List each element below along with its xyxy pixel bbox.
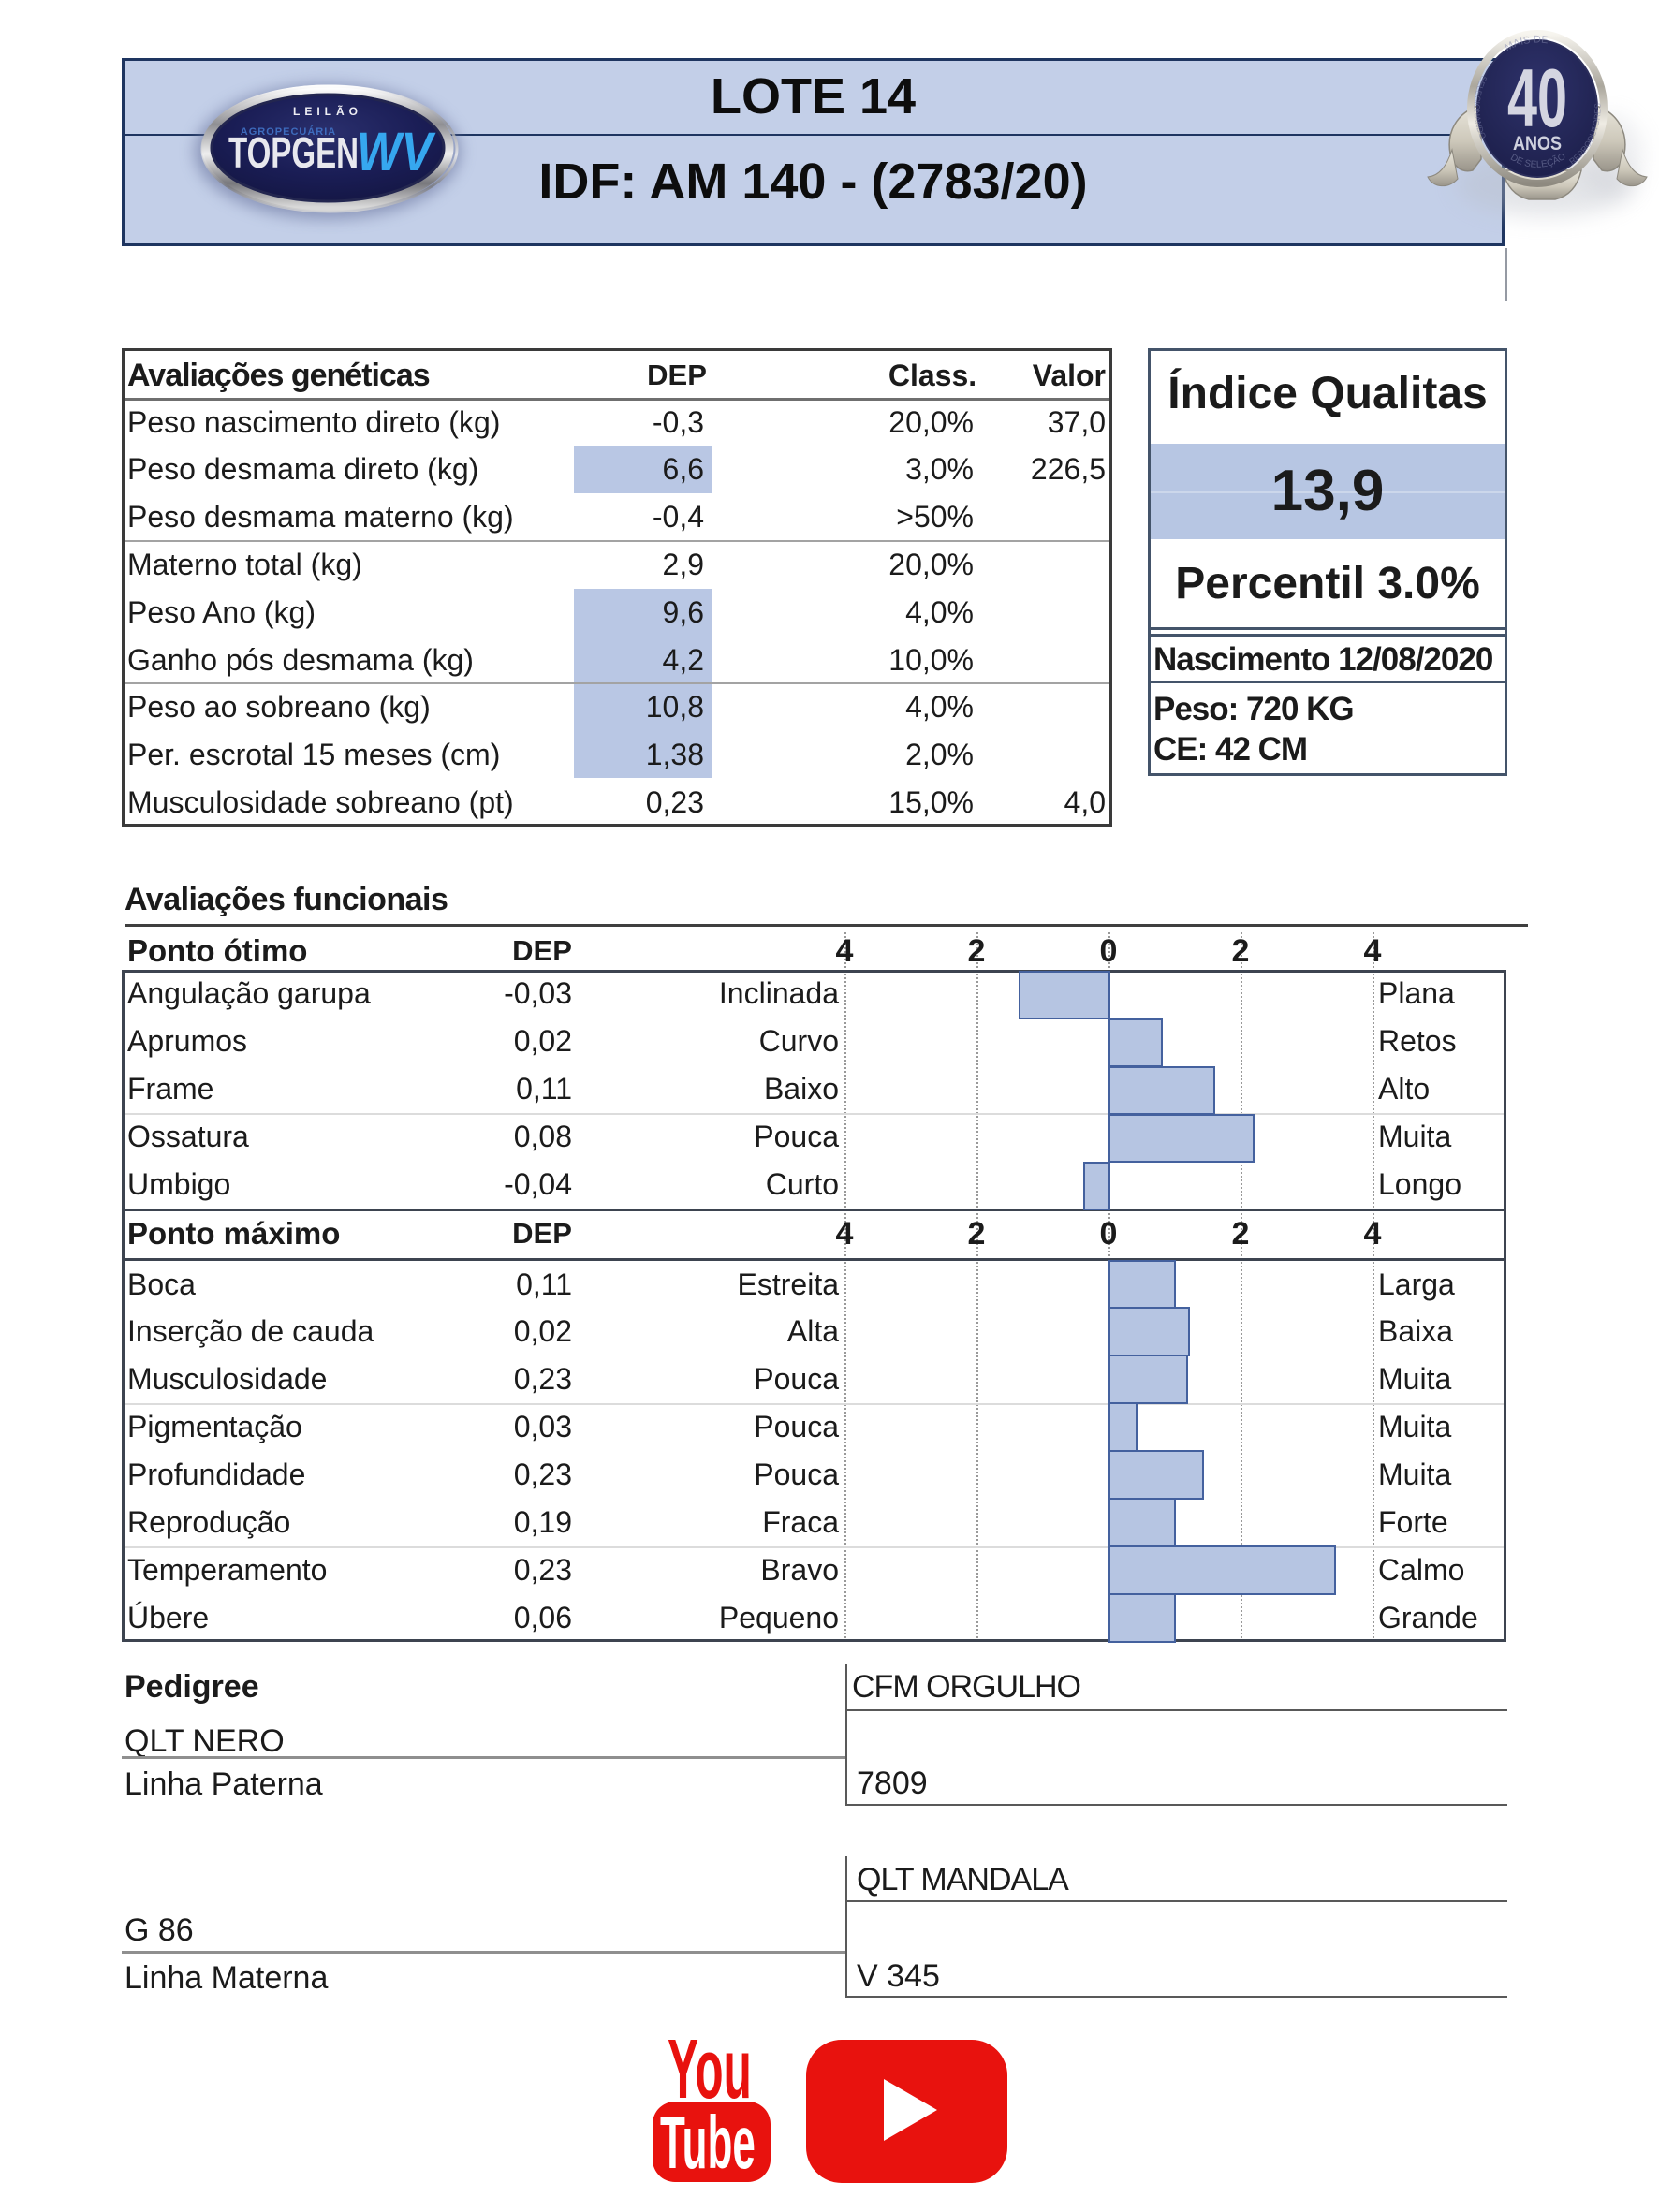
svg-text:AGROPECUÁRIA: AGROPECUÁRIA bbox=[241, 125, 336, 138]
svg-text:WV: WV bbox=[357, 122, 436, 183]
svg-text:TOPGEN: TOPGEN bbox=[228, 128, 359, 177]
svg-text:LEILÃO: LEILÃO bbox=[293, 104, 362, 118]
svg-text:40: 40 bbox=[1507, 51, 1567, 144]
svg-text:ANOS: ANOS bbox=[1513, 133, 1562, 154]
